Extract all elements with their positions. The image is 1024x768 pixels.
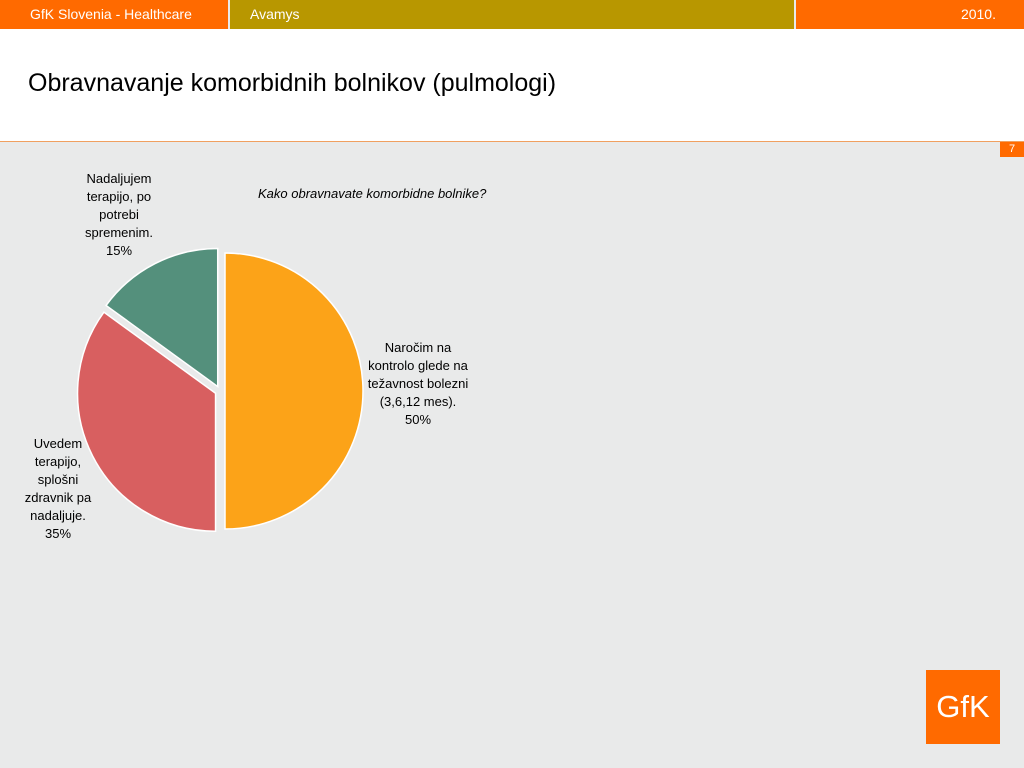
header-company: GfK Slovenia - Healthcare — [0, 0, 228, 29]
page-number: 7 — [1000, 142, 1024, 157]
pie-slice-2 — [105, 247, 219, 389]
top-bar: GfK Slovenia - Healthcare Avamys 2010. — [0, 0, 1024, 29]
page-title: Obravnavanje komorbidnih bolnikov (pulmo… — [28, 69, 557, 97]
title-area: Obravnavanje komorbidnih bolnikov (pulmo… — [0, 29, 1024, 142]
gfk-logo: GfK — [926, 670, 1000, 744]
header-product: Avamys — [230, 0, 794, 29]
slice-label-0-text: Naročim na kontrolo glede na težavnost b… — [367, 340, 469, 409]
header-year: 2010. — [796, 0, 1024, 29]
slice-label-0-value: 50% — [404, 412, 432, 427]
chart-question: Kako obravnavate komorbidne bolnike? — [258, 186, 487, 201]
slice-label-2-text: Nadaljujem terapijo, po potrebi spremeni… — [85, 171, 153, 240]
slice-label-1-text: Uvedem terapijo, splošni zdravnik pa nad… — [24, 436, 92, 523]
pie-slice-1 — [76, 311, 217, 533]
slice-label-2: Nadaljujem terapijo, po potrebi spremeni… — [74, 170, 164, 260]
slice-label-1-value: 35% — [44, 526, 72, 541]
slice-label-0: Naročim na kontrolo glede na težavnost b… — [366, 339, 470, 429]
slice-label-2-value: 15% — [105, 243, 133, 258]
pie-slice-0 — [224, 252, 364, 530]
slice-label-1: Uvedem terapijo, splošni zdravnik pa nad… — [14, 435, 102, 543]
